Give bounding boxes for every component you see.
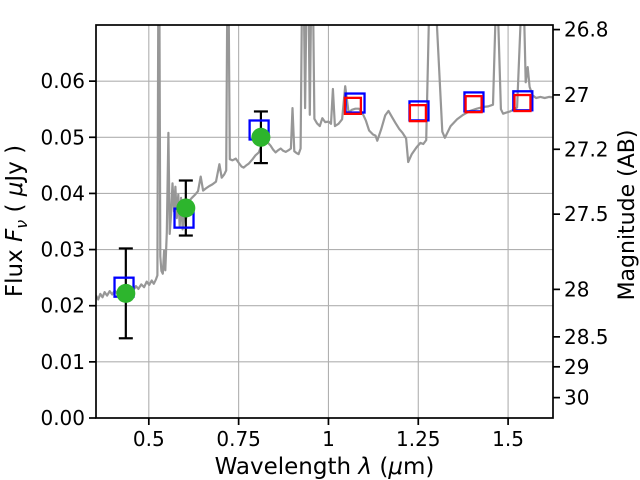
- spectrum-layer: [96, 25, 553, 301]
- observed-photometry-point: [116, 283, 136, 303]
- y-tick-mag-label: 26.8: [564, 18, 609, 42]
- x-axis-label-part: μ: [387, 454, 403, 480]
- y-tick-mag-label: 30: [564, 386, 589, 410]
- x-tick-label: 0.5: [133, 427, 165, 451]
- y-tick-flux-label: 0.05: [40, 125, 85, 149]
- y-tick-flux-label: 0.01: [40, 350, 85, 374]
- model-photometry-blue: [113, 90, 534, 298]
- x-tick-label: 1.5: [492, 427, 524, 451]
- model-square-red: [408, 103, 428, 123]
- y-tick-mag-label: 27: [564, 83, 589, 107]
- spectrum-line: [96, 25, 553, 301]
- y-tick-mag-label: 28.5: [564, 325, 609, 349]
- x-axis-label-part: m): [403, 454, 434, 480]
- model-square-red: [513, 93, 532, 113]
- observed-photometry-point: [251, 127, 271, 147]
- y-axis-label-left: Flux Fν ( μJy ): [2, 145, 31, 297]
- y-tick-flux-label: 0.04: [40, 181, 85, 205]
- model-photometry-red: [343, 93, 532, 123]
- observed-photometry: [116, 127, 271, 303]
- y-tick-mag-label: 27.2: [564, 137, 609, 161]
- y-tick-flux-label: 0.02: [40, 294, 85, 318]
- model-square-red: [464, 95, 483, 114]
- x-axis-label-part: (: [372, 454, 388, 480]
- y-axis-label-right: Magnitude (AB): [615, 130, 640, 301]
- observed-photometry-point: [176, 198, 196, 218]
- x-tick-label: 1.25: [396, 427, 441, 451]
- y-axis-label-left-part: F: [2, 228, 28, 242]
- y-axis-label-left-part: (: [2, 196, 28, 220]
- x-axis-label: Wavelength λ (μm): [215, 454, 435, 480]
- x-tick-label: 1: [322, 427, 335, 451]
- y-tick-mag-label: 29: [564, 355, 589, 379]
- axis-labels: Wavelength λ (μm)Flux Fν ( μJy ) Magnitud…: [2, 130, 640, 480]
- y-tick-flux-label: 0.06: [40, 69, 85, 93]
- gridlines: [96, 25, 553, 418]
- y-tick-mag-label: 27.5: [564, 202, 609, 226]
- y-tick-mag-label: 28: [564, 277, 589, 301]
- model-square-red: [343, 96, 363, 115]
- y-axis-label-right-part: Magnitude (AB): [615, 130, 640, 301]
- y-axis-label-left-part: Flux: [2, 242, 28, 297]
- x-axis-label-part: Wavelength: [215, 454, 359, 480]
- y-axis-label-left-part: μ: [2, 182, 28, 198]
- plot-frame: [95, 24, 554, 419]
- y-tick-flux-label: 0.03: [40, 238, 85, 262]
- x-tick-label: 0.75: [216, 427, 261, 451]
- axes: 0.5 0.75 1 1.25 1.5 0.00 0.01 0.02 0.03 0.04 0.05 0…: [40, 18, 608, 451]
- y-tick-flux-label: 0.00: [40, 406, 85, 430]
- x-axis-label-part: λ: [356, 454, 372, 480]
- y-axis-label-left-part: Jy ): [2, 145, 28, 184]
- y-axis-label-left-part: ν: [12, 220, 31, 229]
